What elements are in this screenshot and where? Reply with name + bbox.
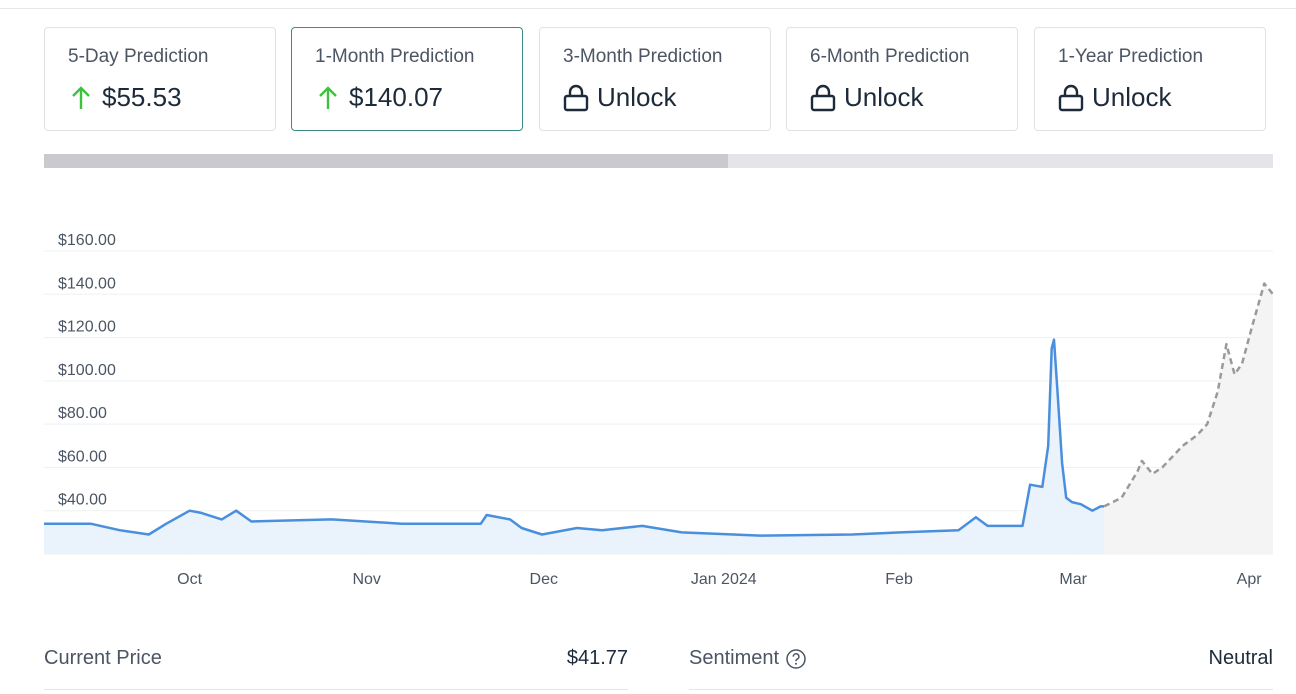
card-value-row: Unlock [810, 82, 923, 113]
card-value: Unlock [597, 82, 677, 112]
x-tick-label: Feb [885, 571, 913, 588]
card-value-row: Unlock [563, 82, 676, 113]
divider [689, 689, 1273, 690]
card-label: 3-Month Prediction [563, 46, 723, 67]
prediction-card[interactable]: 3-Month Prediction Unlock [539, 27, 771, 131]
y-tick-label: $140.00 [58, 275, 116, 292]
series-area [1104, 283, 1273, 554]
up-arrow [319, 85, 337, 109]
footer-label: Sentiment [689, 647, 780, 669]
card-label: 6-Month Prediction [810, 46, 970, 67]
x-tick-label: Apr [1237, 571, 1263, 588]
range-thumb[interactable] [44, 154, 728, 168]
footer-value: Neutral [1208, 647, 1273, 669]
y-tick-label: $120.00 [58, 319, 116, 336]
series-area [44, 339, 1105, 554]
x-tick-label: Nov [352, 571, 380, 588]
x-tick-label: Oct [177, 571, 202, 588]
lock-icon [810, 84, 836, 111]
card-value: Unlock [844, 82, 924, 112]
prediction-card[interactable]: 1-Year Prediction Unlock [1034, 27, 1266, 131]
price-chart: $20.00$40.00$60.00$80.00$100.00$120.00$1… [44, 232, 1274, 588]
divider [0, 8, 1296, 9]
x-tick-label: Jan 2024 [691, 571, 757, 588]
help-icon[interactable] [785, 648, 807, 670]
card-label: 1-Year Prediction [1058, 46, 1204, 67]
card-value-row: $55.53 [68, 82, 182, 113]
y-tick-label: $80.00 [58, 405, 107, 422]
y-tick-label: $160.00 [58, 232, 116, 249]
card-label: 1-Month Prediction [315, 46, 475, 67]
prediction-card[interactable]: 6-Month Prediction Unlock [786, 27, 1018, 131]
series-line [44, 338, 1105, 537]
lock-icon [1058, 84, 1084, 111]
y-tick-label: $40.00 [58, 492, 107, 509]
lock-icon [563, 84, 589, 111]
prediction-card[interactable]: 1-Month Prediction $140.07 [291, 27, 523, 131]
y-tick-label: $60.00 [58, 448, 107, 465]
card-label: 5-Day Prediction [68, 46, 209, 67]
x-tick-label: Dec [530, 571, 558, 588]
up-arrow [72, 85, 90, 109]
footer-label: Current Price [44, 647, 162, 669]
x-tick-label: Mar [1059, 571, 1087, 588]
card-value-row: Unlock [1058, 82, 1171, 113]
card-value: Unlock [1092, 82, 1172, 112]
y-tick-label: $100.00 [58, 362, 116, 379]
divider [44, 689, 628, 690]
range-scrollbar[interactable] [44, 154, 1273, 168]
footer-value: $41.77 [566, 647, 628, 669]
series-line [1103, 282, 1274, 508]
prediction-card[interactable]: 5-Day Prediction $55.53 [44, 27, 276, 131]
footer-item: Sentiment [689, 647, 807, 670]
card-value: $55.53 [102, 82, 182, 112]
card-value-row: $140.07 [315, 82, 443, 113]
card-value: $140.07 [349, 82, 443, 112]
